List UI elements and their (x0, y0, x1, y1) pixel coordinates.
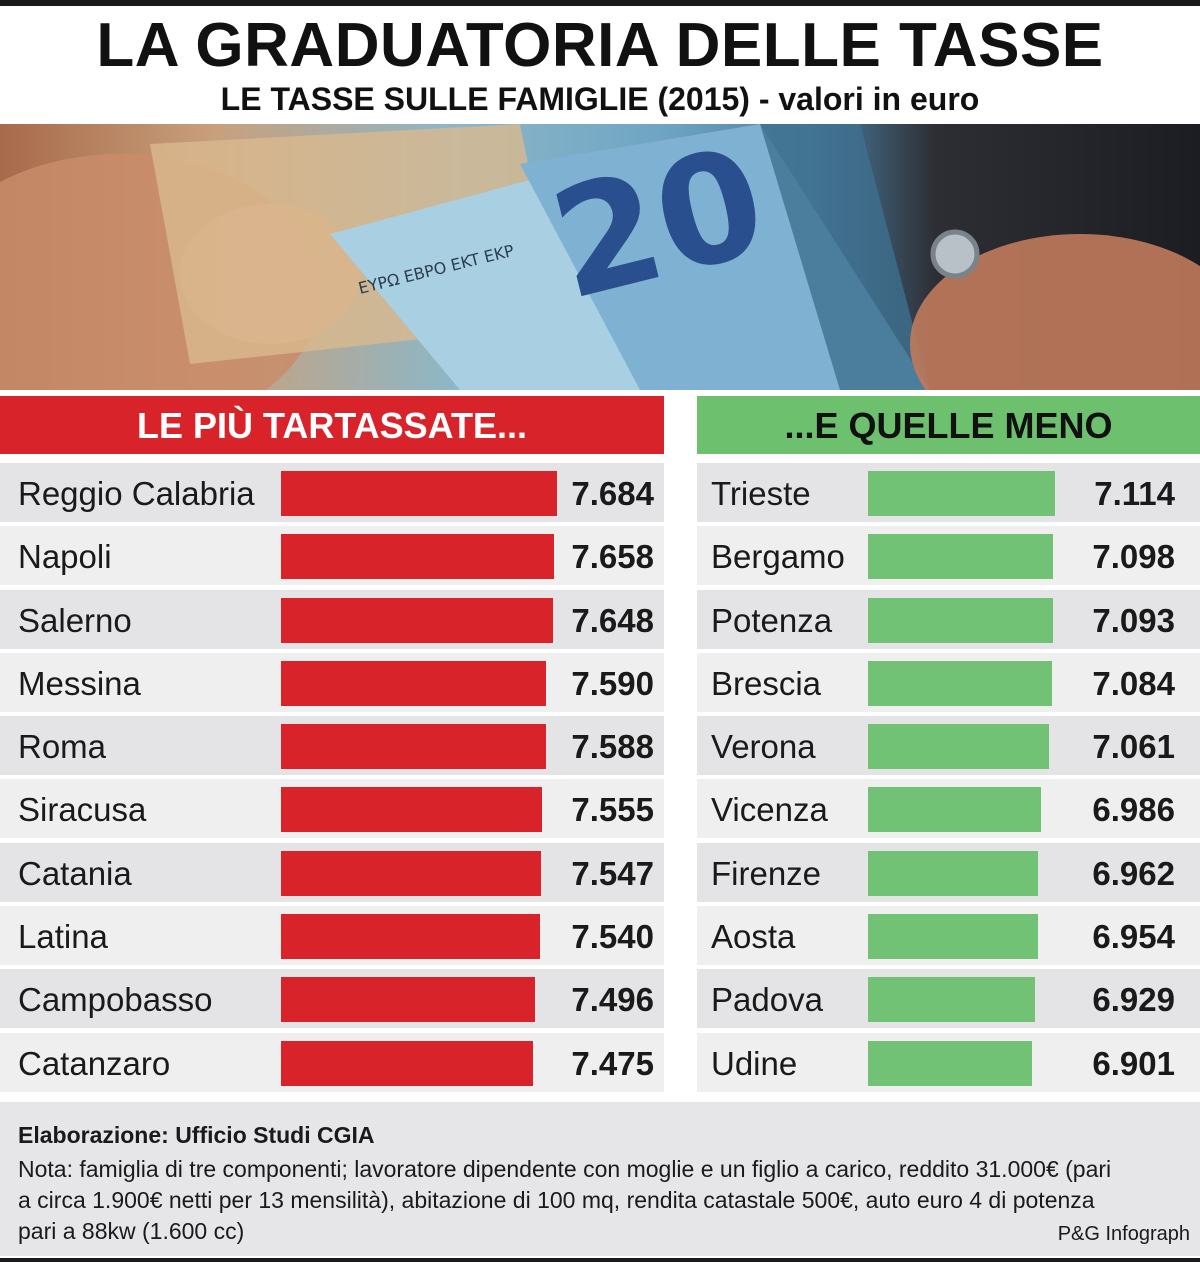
city-label: Messina (18, 664, 141, 702)
city-label: Napoli (18, 538, 112, 576)
city-label: Trieste (711, 475, 811, 512)
bar-row: Bergamo 7.098 (697, 526, 1200, 586)
city-label: Padova (711, 981, 823, 1019)
bar-row: Vicenza 6.986 (697, 779, 1200, 839)
city-label: Brescia (711, 664, 822, 702)
bar-row: Messina 7.590 (0, 652, 664, 712)
bar-row: Catanzaro 7.475 (0, 1032, 664, 1092)
city-label: Roma (18, 728, 107, 766)
bar (281, 660, 547, 706)
bar-row: Padova 6.929 (697, 969, 1200, 1029)
value-label: 7.555 (571, 791, 654, 829)
bar-row: Aosta 6.954 (697, 906, 1200, 966)
value-label: 7.114 (1094, 475, 1175, 512)
value-label: 7.588 (571, 728, 654, 766)
value-label: 7.590 (571, 664, 654, 702)
bar (281, 787, 543, 833)
city-label: Latina (18, 918, 108, 956)
banknote-illustration: ΕΥΡΩ ЕВРО EKT EKP 20 (0, 124, 1200, 390)
bar-row: Verona 7.061 (697, 716, 1200, 776)
value-label: 7.061 (1092, 728, 1175, 766)
value-label: 6.954 (1092, 918, 1175, 956)
bar (281, 724, 546, 770)
bar (281, 471, 557, 516)
city-label: Siracusa (18, 791, 147, 829)
city-label: Udine (711, 1044, 798, 1082)
city-label: Verona (711, 728, 816, 766)
value-label: 6.929 (1092, 981, 1175, 1019)
bar (868, 724, 1050, 770)
bar-row: Potenza 7.093 (697, 589, 1200, 649)
bar-row: Roma 7.588 (0, 716, 664, 776)
credit-line: P&G Infograph (1057, 1223, 1190, 1245)
bar (281, 1040, 533, 1086)
bar (868, 914, 1038, 960)
bar (868, 660, 1052, 706)
value-label: 7.547 (571, 854, 654, 892)
methodology-note: Nota: famiglia di tre componenti; lavora… (18, 1156, 1112, 1244)
bar (281, 850, 542, 896)
page-title: LA GRADUATORIA DELLE TASSE (96, 11, 1104, 80)
city-label: Catanzaro (18, 1044, 171, 1082)
value-label: 7.475 (571, 1044, 654, 1082)
city-label: Vicenza (711, 791, 828, 829)
bar-row: Trieste 7.114 (697, 463, 1200, 522)
city-label: Aosta (711, 918, 796, 956)
bar (281, 534, 554, 580)
most-taxed-header: LE PIÙ TARTASSATE... (0, 396, 664, 454)
bar-row: Reggio Calabria 7.684 (0, 463, 664, 522)
value-label: 7.648 (571, 601, 654, 639)
page-subtitle: LE TASSE SULLE FAMIGLIE (2015) - valori … (220, 81, 980, 117)
bar (868, 977, 1035, 1023)
bar (281, 914, 541, 960)
bar (868, 850, 1039, 896)
bar (868, 534, 1054, 580)
bar (868, 1040, 1032, 1086)
bottom-rule (0, 1258, 1200, 1262)
bar-row: Latina 7.540 (0, 906, 664, 966)
bar-row: Brescia 7.084 (697, 652, 1200, 712)
value-label: 7.098 (1092, 538, 1175, 576)
banknote-photo: ΕΥΡΩ ЕВРО EKT EKP 20 (0, 124, 1200, 390)
bar (281, 977, 536, 1023)
bar (868, 597, 1053, 643)
top-rule (0, 0, 1200, 6)
bar-row: Catania 7.547 (0, 842, 664, 902)
value-label: 7.658 (571, 538, 654, 576)
city-label: Bergamo (711, 538, 845, 576)
bar (868, 787, 1042, 833)
footer-notes: Elaborazione: Ufficio Studi CGIA Nota: f… (0, 1102, 1200, 1256)
value-label: 7.684 (571, 475, 654, 512)
bar-row: Udine 6.901 (697, 1032, 1200, 1092)
city-label: Campobasso (18, 981, 213, 1019)
bar-row: Siracusa 7.555 (0, 779, 664, 839)
bar-row: Salerno 7.648 (0, 589, 664, 649)
city-label: Catania (18, 854, 132, 892)
source-line: Elaborazione: Ufficio Studi CGIA (18, 1122, 375, 1148)
value-label: 6.986 (1092, 791, 1175, 829)
city-label: Reggio Calabria (18, 475, 255, 512)
least-taxed-chart: Trieste 7.114 Bergamo 7.098 Potenza 7.093 Bres… (697, 463, 1200, 1096)
value-label: 6.901 (1092, 1044, 1175, 1082)
least-taxed-header: ...E QUELLE MENO (697, 396, 1200, 454)
bar-row: Firenze 6.962 (697, 842, 1200, 902)
city-label: Firenze (711, 854, 822, 892)
value-label: 6.962 (1092, 854, 1175, 892)
value-label: 7.093 (1092, 601, 1175, 639)
value-label: 7.496 (571, 981, 654, 1019)
value-label: 7.540 (571, 918, 654, 956)
bar (281, 597, 553, 643)
value-label: 7.084 (1092, 664, 1175, 702)
bar-row: Campobasso 7.496 (0, 969, 664, 1029)
city-label: Potenza (711, 601, 833, 639)
city-label: Salerno (18, 601, 132, 639)
bar-row: Napoli 7.658 (0, 526, 664, 586)
bar (868, 471, 1055, 516)
most-taxed-chart: Reggio Calabria 7.684 Napoli 7.658 Salerno 7.… (0, 463, 664, 1096)
